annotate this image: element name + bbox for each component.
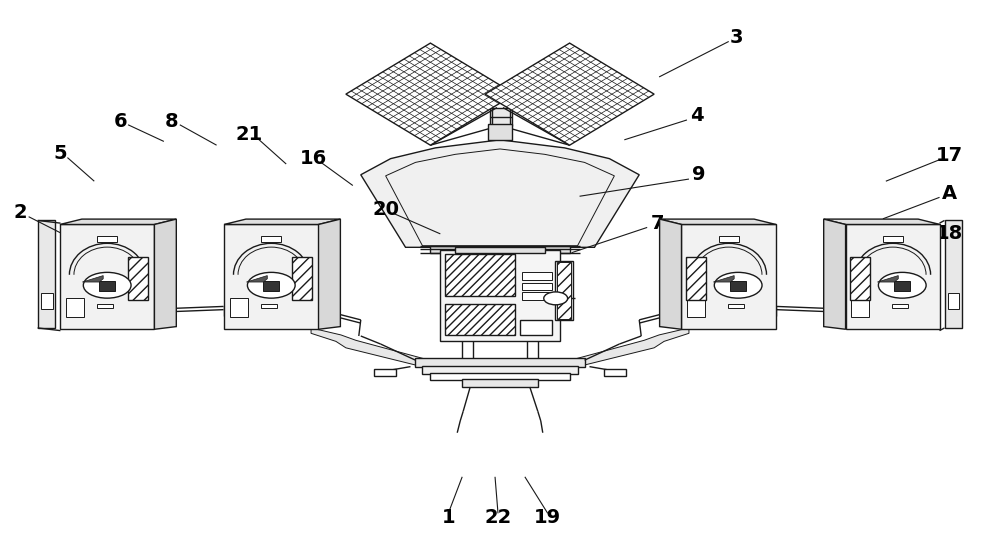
Polygon shape bbox=[660, 219, 681, 329]
Polygon shape bbox=[575, 328, 689, 365]
Circle shape bbox=[544, 292, 568, 305]
Text: 19: 19 bbox=[534, 508, 561, 527]
Bar bbox=[945, 220, 962, 328]
Bar bbox=[430, 246, 570, 252]
Polygon shape bbox=[485, 43, 654, 145]
Bar bbox=[604, 369, 626, 376]
Circle shape bbox=[83, 273, 131, 298]
Bar bbox=[38, 220, 55, 328]
Bar bbox=[374, 369, 396, 376]
Text: 2: 2 bbox=[14, 203, 27, 222]
Text: 3: 3 bbox=[730, 28, 743, 47]
Polygon shape bbox=[224, 224, 319, 329]
Text: 20: 20 bbox=[372, 200, 399, 219]
Text: 21: 21 bbox=[236, 125, 263, 144]
Bar bbox=[128, 257, 148, 300]
Bar bbox=[730, 281, 746, 291]
Bar bbox=[422, 366, 578, 374]
Bar bbox=[261, 236, 281, 242]
Bar bbox=[850, 257, 870, 300]
Bar bbox=[430, 372, 570, 380]
Text: A: A bbox=[942, 184, 957, 203]
Bar bbox=[445, 304, 515, 335]
Bar bbox=[99, 281, 115, 291]
Bar bbox=[97, 304, 113, 308]
Bar bbox=[520, 320, 552, 335]
Bar bbox=[687, 298, 705, 317]
Polygon shape bbox=[224, 219, 340, 224]
Polygon shape bbox=[713, 276, 734, 282]
Text: 16: 16 bbox=[299, 149, 327, 168]
Text: 9: 9 bbox=[692, 165, 706, 184]
Polygon shape bbox=[82, 276, 103, 282]
Bar bbox=[462, 379, 538, 387]
Bar bbox=[97, 236, 117, 242]
Circle shape bbox=[247, 273, 295, 298]
Text: 22: 22 bbox=[484, 508, 512, 527]
Bar bbox=[230, 298, 248, 317]
Polygon shape bbox=[346, 43, 515, 145]
Circle shape bbox=[714, 273, 762, 298]
Bar bbox=[522, 293, 552, 300]
Bar bbox=[41, 293, 53, 309]
Bar bbox=[728, 304, 744, 308]
Text: 6: 6 bbox=[113, 111, 127, 130]
Polygon shape bbox=[311, 328, 425, 365]
Polygon shape bbox=[154, 219, 176, 329]
Bar bbox=[522, 283, 552, 291]
Text: 4: 4 bbox=[690, 106, 704, 125]
Bar bbox=[892, 304, 908, 308]
Polygon shape bbox=[877, 276, 898, 282]
Bar bbox=[948, 293, 959, 309]
Bar bbox=[445, 254, 515, 296]
Polygon shape bbox=[319, 219, 340, 329]
Bar bbox=[455, 247, 545, 252]
Polygon shape bbox=[660, 219, 776, 224]
Bar bbox=[292, 257, 312, 300]
Polygon shape bbox=[824, 219, 846, 329]
Text: 5: 5 bbox=[54, 144, 67, 163]
Bar bbox=[415, 358, 585, 367]
Polygon shape bbox=[681, 224, 776, 329]
Polygon shape bbox=[824, 219, 940, 224]
Bar bbox=[66, 298, 84, 317]
Text: 17: 17 bbox=[936, 147, 963, 166]
Circle shape bbox=[878, 273, 926, 298]
Text: 18: 18 bbox=[936, 224, 963, 243]
Bar bbox=[883, 236, 903, 242]
Text: 7: 7 bbox=[650, 213, 664, 232]
Bar bbox=[261, 304, 277, 308]
Bar bbox=[440, 250, 560, 342]
Text: 1: 1 bbox=[441, 508, 455, 527]
Polygon shape bbox=[60, 219, 176, 224]
Text: 8: 8 bbox=[165, 111, 179, 130]
Bar bbox=[719, 236, 739, 242]
Polygon shape bbox=[846, 224, 940, 329]
Bar bbox=[851, 298, 869, 317]
Bar bbox=[894, 281, 910, 291]
Bar bbox=[488, 124, 512, 140]
Bar bbox=[263, 281, 279, 291]
Polygon shape bbox=[361, 140, 639, 247]
Bar bbox=[555, 261, 573, 320]
Polygon shape bbox=[60, 224, 154, 329]
Bar bbox=[490, 108, 512, 127]
Bar bbox=[557, 262, 571, 319]
Polygon shape bbox=[246, 276, 267, 282]
Bar bbox=[686, 257, 706, 300]
Bar bbox=[522, 272, 552, 280]
